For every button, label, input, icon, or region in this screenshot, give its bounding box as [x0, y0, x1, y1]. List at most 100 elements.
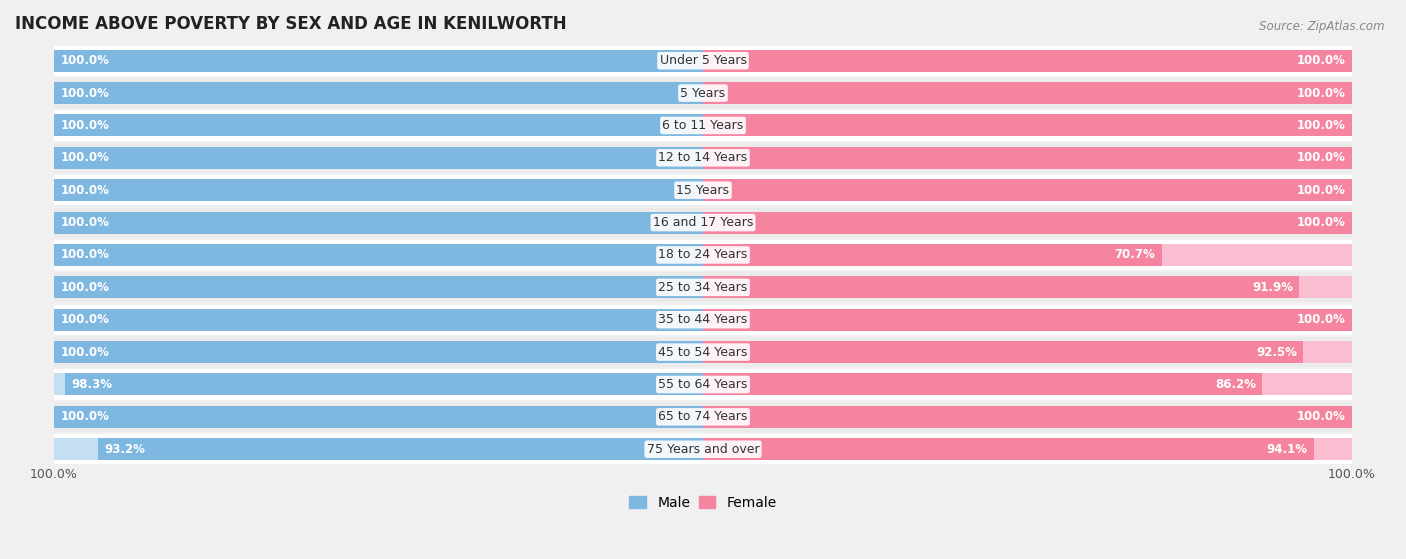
Text: 98.3%: 98.3% — [72, 378, 112, 391]
Text: 100.0%: 100.0% — [60, 313, 110, 326]
Bar — [703, 175, 1353, 205]
Text: 100.0%: 100.0% — [60, 410, 110, 423]
Bar — [703, 244, 1161, 266]
Text: INCOME ABOVE POVERTY BY SEX AND AGE IN KENILWORTH: INCOME ABOVE POVERTY BY SEX AND AGE IN K… — [15, 15, 567, 33]
Text: 100.0%: 100.0% — [60, 248, 110, 262]
Bar — [703, 207, 1353, 238]
Text: 15 Years: 15 Years — [676, 184, 730, 197]
Text: 100.0%: 100.0% — [60, 151, 110, 164]
Text: 65 to 74 Years: 65 to 74 Years — [658, 410, 748, 423]
Bar — [703, 276, 1299, 299]
Bar — [53, 305, 703, 335]
Text: 55 to 64 Years: 55 to 64 Years — [658, 378, 748, 391]
Text: 100.0%: 100.0% — [1329, 468, 1376, 481]
Bar — [703, 434, 1353, 465]
Bar — [53, 211, 703, 234]
Bar — [65, 373, 703, 395]
Bar — [703, 82, 1353, 104]
Bar — [703, 244, 1353, 266]
Text: 100.0%: 100.0% — [60, 184, 110, 197]
Text: 94.1%: 94.1% — [1267, 443, 1308, 456]
Bar — [53, 78, 703, 108]
Text: 93.2%: 93.2% — [104, 443, 145, 456]
Bar — [53, 309, 703, 331]
Bar — [703, 50, 1353, 72]
Text: 100.0%: 100.0% — [60, 281, 110, 294]
Bar — [703, 373, 1353, 395]
Bar — [53, 341, 703, 363]
Text: 45 to 54 Years: 45 to 54 Years — [658, 345, 748, 358]
Bar — [53, 373, 703, 395]
Bar — [703, 115, 1353, 136]
Text: 100.0%: 100.0% — [1296, 119, 1346, 132]
Bar — [53, 369, 703, 400]
Bar — [53, 337, 703, 367]
Bar — [703, 305, 1353, 335]
Bar — [703, 438, 1353, 460]
Text: 100.0%: 100.0% — [60, 54, 110, 67]
Bar — [703, 341, 1303, 363]
Text: 100.0%: 100.0% — [1296, 151, 1346, 164]
Bar — [53, 276, 703, 299]
Text: 6 to 11 Years: 6 to 11 Years — [662, 119, 744, 132]
Bar — [53, 110, 703, 140]
Bar — [703, 341, 1353, 363]
Text: 92.5%: 92.5% — [1256, 345, 1296, 358]
Text: 100.0%: 100.0% — [60, 119, 110, 132]
Bar — [703, 276, 1353, 299]
Bar — [703, 309, 1353, 331]
Bar — [53, 46, 703, 76]
Bar — [53, 438, 703, 460]
Bar — [53, 143, 703, 173]
Bar — [53, 50, 703, 72]
Text: 18 to 24 Years: 18 to 24 Years — [658, 248, 748, 262]
Text: 5 Years: 5 Years — [681, 87, 725, 100]
Bar — [53, 147, 703, 169]
Text: 100.0%: 100.0% — [60, 216, 110, 229]
Bar — [703, 402, 1353, 432]
Bar — [53, 179, 703, 201]
Text: 35 to 44 Years: 35 to 44 Years — [658, 313, 748, 326]
Bar — [53, 82, 703, 104]
Legend: Male, Female: Male, Female — [624, 490, 782, 515]
Text: 91.9%: 91.9% — [1251, 281, 1294, 294]
Bar — [703, 110, 1353, 140]
Bar — [53, 211, 703, 234]
Text: 86.2%: 86.2% — [1215, 378, 1256, 391]
Bar — [703, 143, 1353, 173]
Text: 25 to 34 Years: 25 to 34 Years — [658, 281, 748, 294]
Bar — [703, 50, 1353, 72]
Text: 100.0%: 100.0% — [30, 468, 77, 481]
Bar — [703, 82, 1353, 104]
Text: 100.0%: 100.0% — [1296, 54, 1346, 67]
Bar — [53, 50, 703, 72]
Text: Source: ZipAtlas.com: Source: ZipAtlas.com — [1260, 20, 1385, 32]
Bar — [53, 402, 703, 432]
Bar — [703, 78, 1353, 108]
Bar — [53, 406, 703, 428]
Bar — [53, 244, 703, 266]
Bar — [53, 240, 703, 270]
Text: 12 to 14 Years: 12 to 14 Years — [658, 151, 748, 164]
Bar — [703, 369, 1353, 400]
Bar — [98, 438, 703, 460]
Bar — [703, 337, 1353, 367]
Bar — [53, 406, 703, 428]
Text: 100.0%: 100.0% — [1296, 313, 1346, 326]
Bar — [53, 272, 703, 302]
Bar — [53, 434, 703, 465]
Bar — [53, 82, 703, 104]
Bar — [703, 272, 1353, 302]
Bar — [703, 179, 1353, 201]
Text: 16 and 17 Years: 16 and 17 Years — [652, 216, 754, 229]
Bar — [703, 115, 1353, 136]
Bar — [703, 240, 1353, 270]
Bar — [53, 115, 703, 136]
Bar — [53, 276, 703, 299]
Bar — [53, 115, 703, 136]
Bar — [53, 244, 703, 266]
Bar — [703, 438, 1313, 460]
Text: 100.0%: 100.0% — [1296, 184, 1346, 197]
Bar — [703, 406, 1353, 428]
Text: 100.0%: 100.0% — [60, 87, 110, 100]
